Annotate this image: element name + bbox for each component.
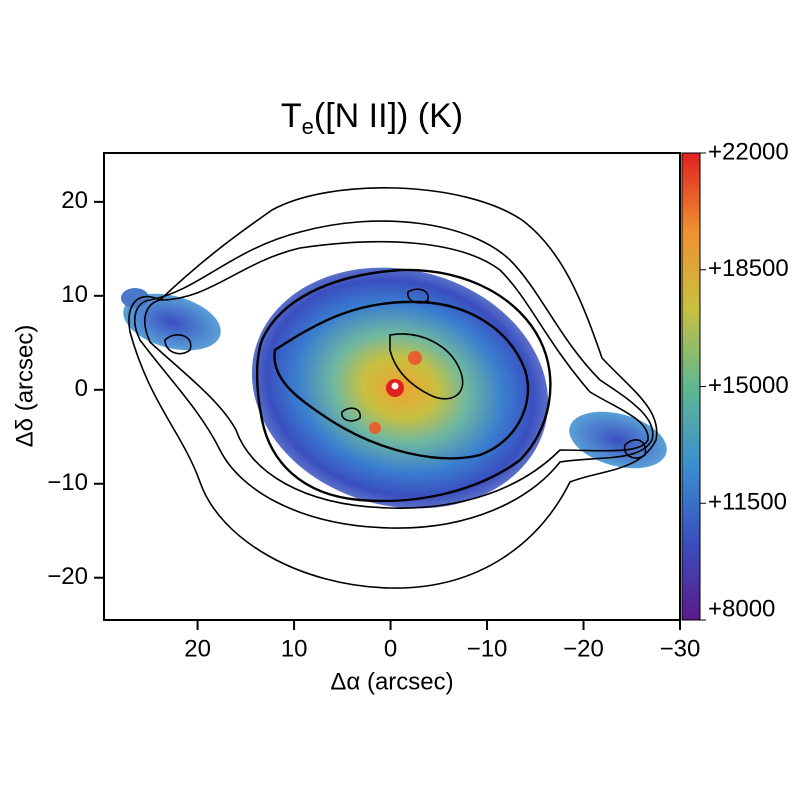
x-tick-label: −10 [467, 635, 508, 662]
y-tick-label: 20 [61, 187, 88, 214]
warm-spot [408, 351, 422, 365]
contour [134, 220, 654, 529]
colorbar-tick-label: +22000 [708, 138, 789, 165]
contour [389, 333, 464, 400]
contour [407, 288, 429, 304]
y-tick-label: −10 [47, 469, 88, 496]
x-tick-label: −30 [660, 635, 701, 662]
chart-title: Te([N II]) (K) [281, 97, 463, 139]
x-tick-label: −20 [563, 635, 604, 662]
colorbar-tick-label: +11500 [708, 489, 787, 516]
contour [128, 187, 658, 589]
contour [164, 334, 192, 355]
y-tick-label: 0 [75, 375, 88, 402]
contour [255, 268, 552, 503]
contours [128, 187, 658, 589]
contour [341, 407, 361, 422]
x-tick-label: 10 [281, 635, 308, 662]
contour [273, 300, 530, 460]
hot-spot-center [391, 382, 399, 390]
title-subscript: e [302, 114, 314, 139]
colorbar-tick-label: +18500 [708, 255, 789, 282]
x-tick-label: 20 [184, 635, 211, 662]
x-tick-label: 0 [384, 635, 397, 662]
x-axis-label: Δα (arcsec) [330, 668, 453, 695]
colorbar [681, 152, 701, 621]
plot-frame [103, 152, 681, 621]
contour [144, 240, 649, 509]
warm-spot [369, 422, 381, 434]
colorbar-tick-label: +8000 [708, 595, 775, 622]
y-tick-label: −20 [47, 563, 88, 590]
title-main: T [281, 97, 302, 135]
lobe-tip [121, 288, 149, 308]
y-axis-label: Δδ (arcsec) [11, 325, 38, 448]
colorbar-tick-label: +15000 [708, 372, 789, 399]
y-tick-label: 10 [61, 281, 88, 308]
contour [623, 439, 647, 459]
title-rest: ([N II]) (K) [314, 97, 463, 135]
